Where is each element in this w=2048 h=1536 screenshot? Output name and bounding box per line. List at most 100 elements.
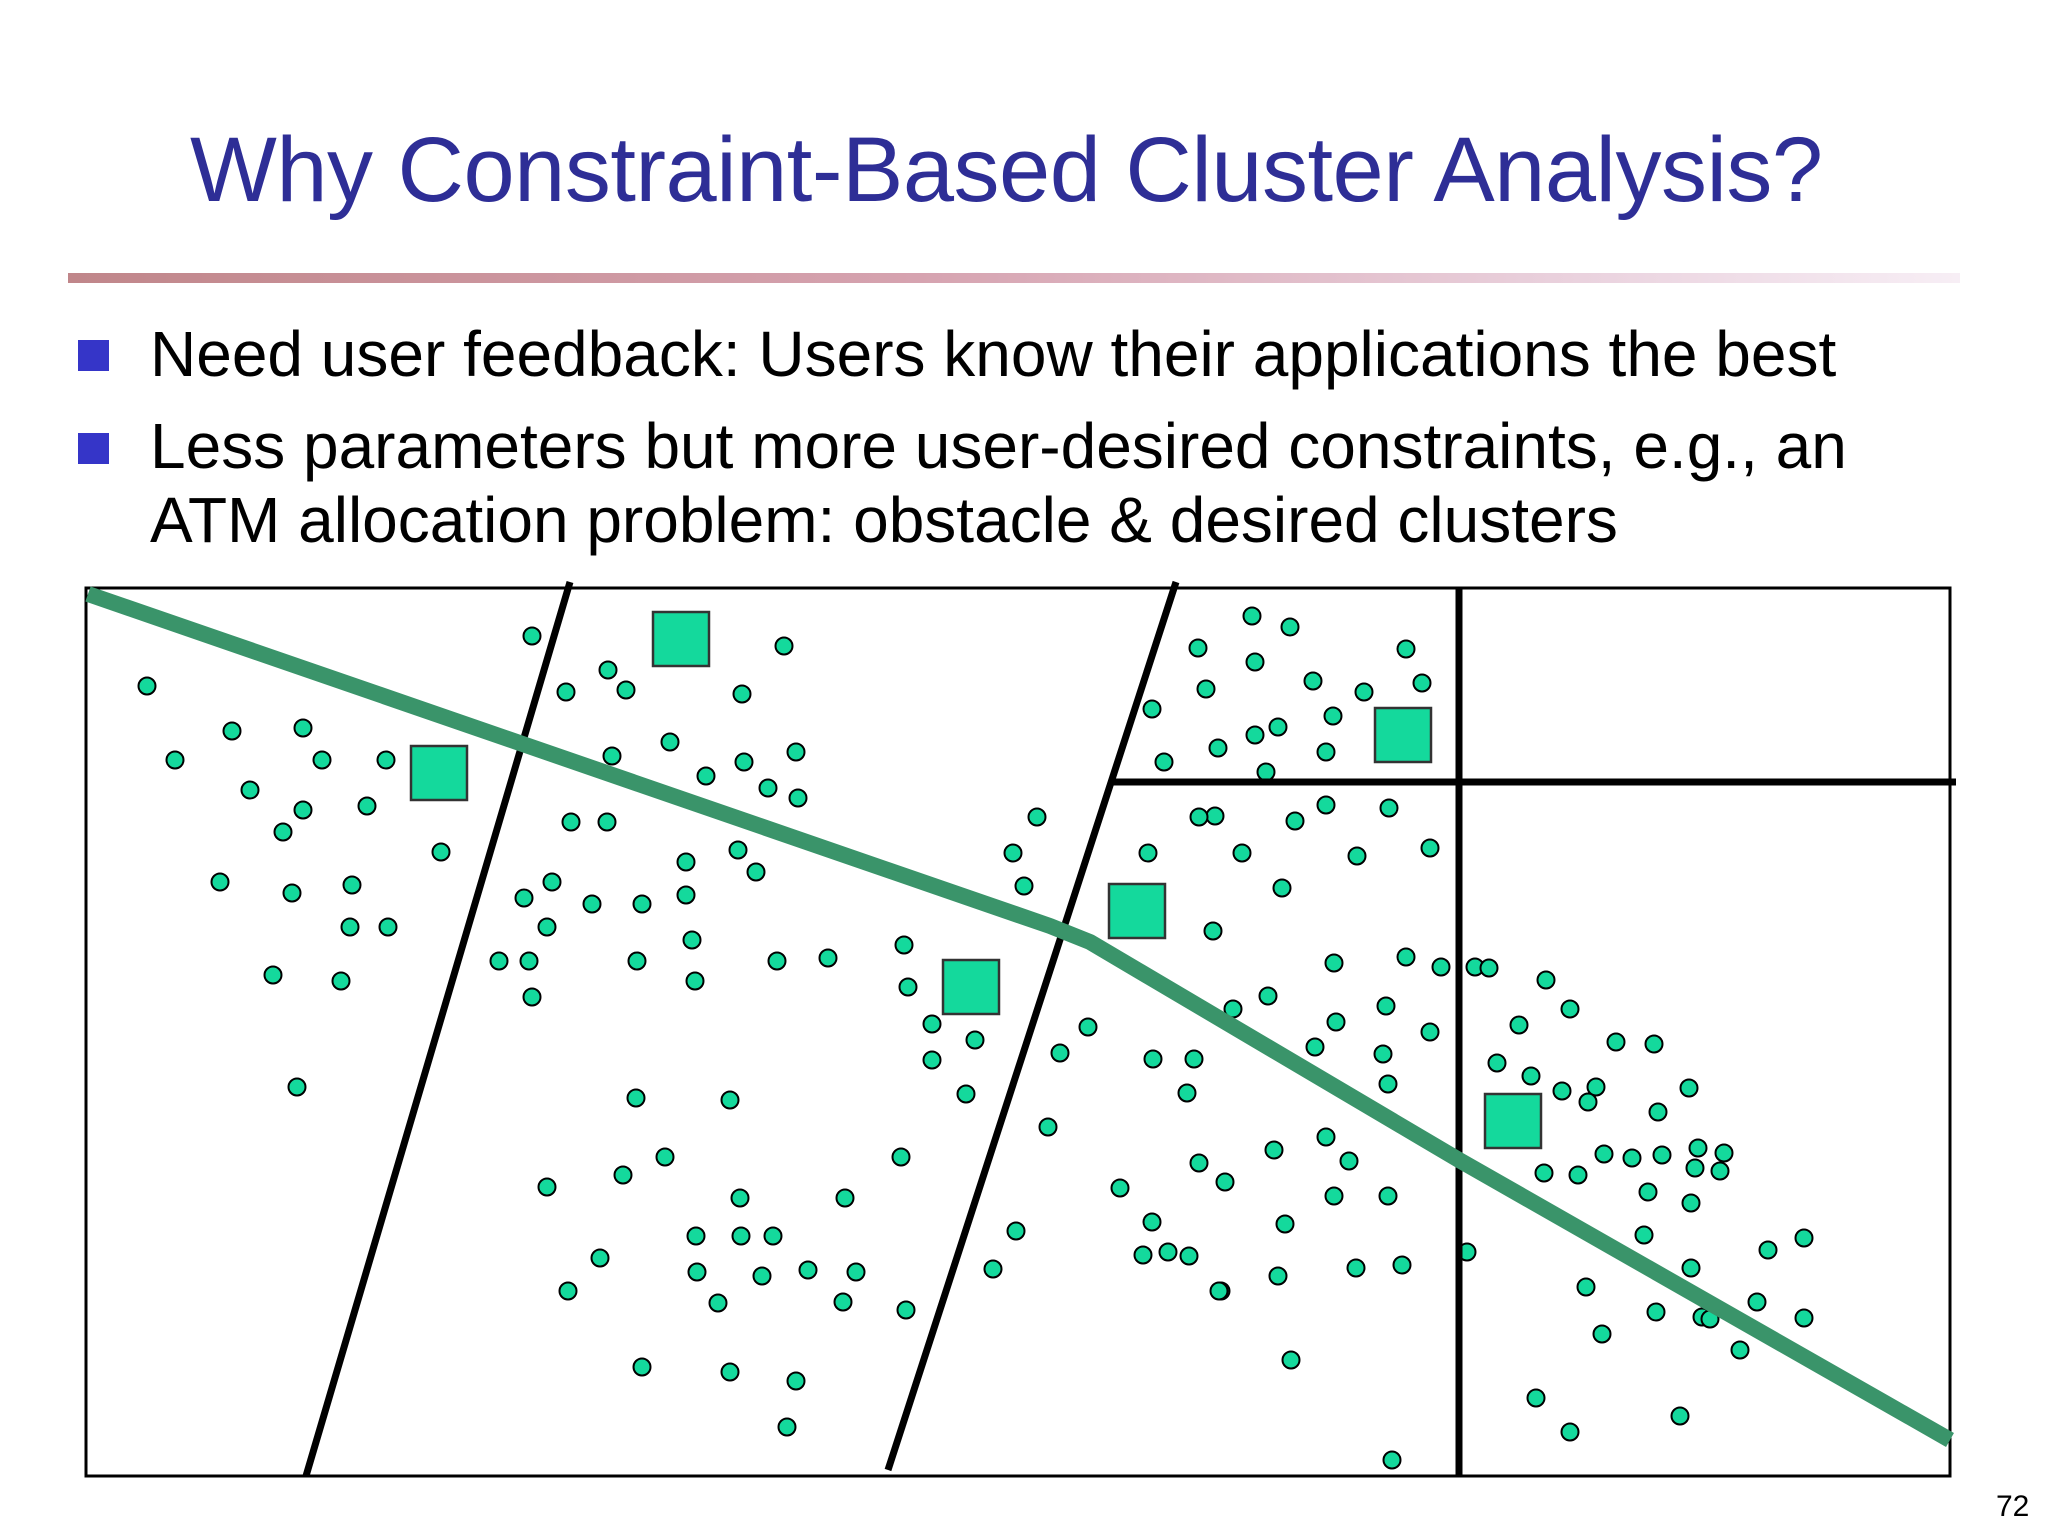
customer-point [898, 977, 918, 997]
desired-cluster-path [85, 586, 1954, 1447]
customer-point [210, 872, 230, 892]
customer-point [730, 1188, 750, 1208]
customer-point [273, 822, 293, 842]
customer-point [519, 951, 539, 971]
customer-point [1142, 1212, 1162, 1232]
customer-point [1014, 876, 1034, 896]
customer-point [342, 875, 362, 895]
customer-point [312, 750, 332, 770]
customer-point [1560, 999, 1580, 1019]
customer-point [1420, 838, 1440, 858]
customer-point [590, 1248, 610, 1268]
customer-point [1215, 1172, 1235, 1192]
customer-point [514, 888, 534, 908]
customer-point [685, 971, 705, 991]
customer-point [1142, 699, 1162, 719]
customer-point [1670, 1406, 1690, 1426]
customer-point [720, 1362, 740, 1382]
customer-point [1346, 1258, 1366, 1278]
customer-point [1594, 1144, 1614, 1164]
customer-point [696, 766, 716, 786]
customer-point [1245, 652, 1265, 672]
customer-point [1316, 1127, 1336, 1147]
customer-point [1208, 738, 1228, 758]
customer-point [1354, 682, 1374, 702]
customer-point [1324, 953, 1344, 973]
customer-point [626, 1088, 646, 1108]
customer-point [1634, 1225, 1654, 1245]
atm-marker [409, 744, 469, 802]
page-title: Why Constraint-Based Cluster Analysis? [190, 119, 1823, 221]
customer-point [489, 951, 509, 971]
customer-point [1143, 1049, 1163, 1069]
customer-point [732, 684, 752, 704]
customer-point [1373, 1044, 1393, 1064]
customer-point [331, 971, 351, 991]
customer-point [1526, 1388, 1546, 1408]
diagram-frame [84, 586, 1952, 1478]
customer-point [1378, 1074, 1398, 1094]
customer-point [263, 965, 283, 985]
customer-point [752, 1266, 772, 1286]
customer-point [537, 1177, 557, 1197]
customer-point [1177, 1083, 1197, 1103]
customer-point [1396, 639, 1416, 659]
customer-point [597, 812, 617, 832]
customer-point [1379, 798, 1399, 818]
atm-marker [1373, 706, 1433, 764]
customer-point [818, 948, 838, 968]
customer-point [1305, 1037, 1325, 1057]
customer-point [1275, 1214, 1295, 1234]
customer-point [1534, 1163, 1554, 1183]
customer-point [758, 778, 778, 798]
customer-point [287, 1077, 307, 1097]
customer-point [1681, 1193, 1701, 1213]
customer-point [1258, 986, 1278, 1006]
customer-point [522, 626, 542, 646]
obstacle-line [302, 581, 574, 1477]
customer-point [1323, 706, 1343, 726]
atm-marker [1107, 882, 1167, 940]
customer-point [788, 788, 808, 808]
customer-point [894, 935, 914, 955]
customer-point [1179, 1246, 1199, 1266]
customer-point [655, 1147, 675, 1167]
customer-point [1376, 996, 1396, 1016]
customer-point [1196, 679, 1216, 699]
customer-point [1644, 1034, 1664, 1054]
customer-point [922, 1050, 942, 1070]
customer-point [720, 1090, 740, 1110]
customer-point [598, 660, 618, 680]
customer-point [1154, 752, 1174, 772]
atm-marker [1483, 1092, 1543, 1150]
customer-point [1479, 958, 1499, 978]
customer-point [542, 872, 562, 892]
customer-point [763, 1226, 783, 1246]
customer-point [1027, 807, 1047, 827]
customer-point [676, 852, 696, 872]
customer-point [340, 917, 360, 937]
customer-point [1730, 1340, 1750, 1360]
customer-point [357, 796, 377, 816]
customer-point [1586, 1077, 1606, 1097]
customer-point [1078, 1017, 1098, 1037]
customer-point [632, 894, 652, 914]
customer-point [378, 917, 398, 937]
customer-point [1281, 1350, 1301, 1370]
customer-point [1758, 1240, 1778, 1260]
customer-point [1264, 1140, 1284, 1160]
customer-point [165, 750, 185, 770]
page-number: 72 [1996, 1490, 2030, 1523]
customer-point [1420, 1022, 1440, 1042]
customer-point [240, 780, 260, 800]
customer-point [891, 1147, 911, 1167]
customer-point [956, 1084, 976, 1104]
customer-point [1326, 1012, 1346, 1032]
title-rule [68, 273, 1960, 283]
customer-point [1794, 1228, 1814, 1248]
bullet-text-continued: ATM allocation problem: obstacle & desir… [150, 484, 1618, 556]
customer-point [1509, 1015, 1529, 1035]
customer-point [767, 951, 787, 971]
customer-point [1431, 957, 1451, 977]
